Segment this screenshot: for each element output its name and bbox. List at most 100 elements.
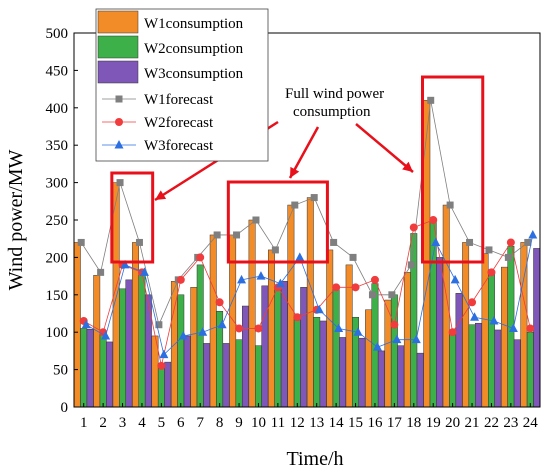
y-axis-label: Wind power/MW [5,149,27,290]
point-W1forecast-24 [524,238,532,246]
point-W3forecast-13 [314,304,324,314]
y-tick-label-150: 150 [46,288,69,304]
x-tick-label-17: 17 [387,415,403,431]
bar-W3consumption-1 [86,328,94,408]
point-W1forecast-9 [233,231,241,239]
point-W3forecast-14 [334,323,344,332]
y-tick-label-300: 300 [46,176,69,192]
bar-W1consumption-21 [462,242,470,408]
bar-W1consumption-4 [132,242,140,408]
bar-W1consumption-2 [93,275,101,408]
point-W3forecast-15 [353,327,363,336]
bar-W2consumption-3 [119,288,126,408]
bar-W2consumption-9 [235,339,243,408]
x-tick-label-16: 16 [367,415,383,431]
point-W3forecast-23 [508,323,518,332]
legend-box [95,8,269,162]
point-W3forecast-18 [411,334,421,344]
bar-W3consumption-15 [358,337,366,408]
point-W1forecast-14 [330,238,338,246]
point-W3forecast-21 [470,312,480,321]
point-W3forecast-17 [392,334,402,344]
legend-label-W1forecast: W1forecast [144,92,214,108]
bar-W3consumption-18 [416,352,424,408]
point-W1forecast-21 [466,238,474,246]
point-W2forecast-22 [487,268,496,277]
x-tick-label-5: 5 [158,415,166,431]
y-tick-label-400: 400 [46,101,69,117]
x-tick-label-2: 2 [99,415,107,431]
x-tick-label-18: 18 [406,415,421,431]
point-W2forecast-16 [370,275,379,284]
bar-W3consumption-23 [513,339,521,408]
forecast-lines [77,96,538,370]
bar-W2consumption-4 [138,269,146,408]
bar-W3consumption-20 [455,293,463,408]
x-tick-label-20: 20 [445,415,460,431]
point-W3forecast-2 [101,330,111,340]
bar-W2consumption-24 [526,331,534,408]
point-W1forecast-8 [213,231,221,239]
x-tick-label-10: 10 [251,415,266,431]
bar-W3consumption-21 [474,322,482,408]
x-tick-label-1: 1 [80,415,88,431]
x-tick-label-15: 15 [348,415,363,431]
point-W3forecast-7 [198,327,208,336]
highlight-box-2 [226,180,329,264]
bar-W2consumption-7 [196,264,204,408]
point-W1forecast-18 [407,261,415,269]
bar-W1consumption-1 [73,242,81,408]
point-W3forecast-1 [81,319,91,329]
annotation-arrowhead-3 [402,161,413,172]
y-tick-label-0: 0 [61,400,69,416]
point-W2forecast-9 [235,324,244,333]
bar-W3consumption-16 [377,350,385,408]
bar-W2consumption-19 [429,219,437,408]
bar-W3consumption-13 [319,320,327,408]
annotation-text-line-2: consumption [293,104,371,120]
y-tick-label-350: 350 [46,138,69,154]
point-W3forecast-12 [295,252,305,261]
point-W1forecast-5 [155,321,163,329]
point-W2forecast-23 [506,238,515,247]
legend-swatch-W1consumption [97,10,139,34]
legend-swatch-W3consumption [97,60,139,84]
point-W2forecast-6 [176,275,185,284]
bar-W3consumption-12 [300,287,308,408]
line-W3forecast [86,234,534,356]
bar-W1consumption-10 [248,219,256,408]
x-tick-label-11: 11 [271,415,285,431]
annotation-arrowhead-2 [290,166,300,178]
point-W2forecast-5 [157,361,166,370]
bar-W3consumption-5 [164,361,172,408]
line-W1forecast [80,100,529,326]
point-W3forecast-9 [237,274,247,284]
x-tick-label-12: 12 [290,415,305,431]
bar-W1consumption-14 [326,249,334,408]
point-W2forecast-21 [468,298,477,307]
point-W3forecast-10 [256,271,266,280]
legend-marker-W1forecast [115,95,123,103]
x-tick-label-8: 8 [216,415,224,431]
point-W3forecast-11 [275,278,285,288]
legend-label-W1consumption: W1consumption [144,16,244,32]
x-tick-label-21: 21 [465,415,480,431]
annotation-text-line-1: Full wind power [285,86,384,102]
bar-W2consumption-21 [468,324,476,408]
bar-W3consumption-7 [203,343,211,408]
x-tick-label-9: 9 [235,415,243,431]
point-W2forecast-18 [409,223,418,232]
y-tick-label-500: 500 [46,26,69,42]
x-tick-label-19: 19 [426,415,441,431]
bar-W2consumption-5 [157,365,165,408]
point-W3forecast-22 [489,315,499,325]
point-W2forecast-19 [429,216,438,224]
point-W1forecast-11 [271,246,279,254]
x-tick-label-22: 22 [484,415,499,431]
point-W1forecast-2 [97,268,105,276]
bar-W2consumption-14 [332,287,340,408]
bar-W3consumption-9 [241,305,249,408]
bar-marks [73,100,541,408]
